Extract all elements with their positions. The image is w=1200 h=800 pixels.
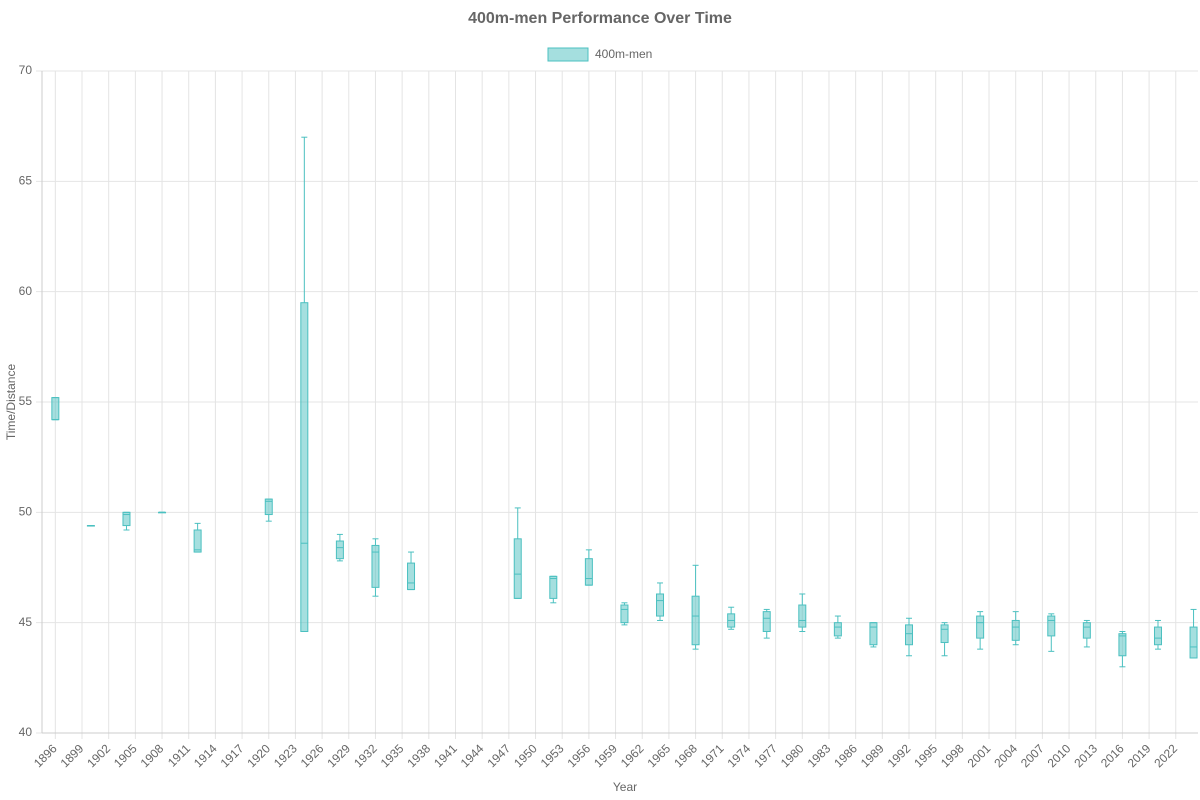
x-tick-label: 1923 <box>271 741 300 770</box>
box <box>549 575 558 599</box>
y-axis-title: Time/Distance <box>4 364 18 441</box>
x-axis-title: Year <box>613 780 637 794</box>
x-tick-label: 1926 <box>298 741 327 770</box>
x-tick-label: 1938 <box>404 741 433 770</box>
x-tick-label: 1956 <box>564 741 593 770</box>
box <box>1082 622 1091 639</box>
chart-title: 400m-men Performance Over Time <box>468 10 732 27</box>
x-tick-label: 1896 <box>31 741 60 770</box>
x-tick-label: 1974 <box>725 741 754 770</box>
x-tick-label: 1905 <box>111 741 140 770</box>
y-tick-label: 55 <box>19 394 33 408</box>
box <box>691 595 700 646</box>
box <box>513 538 522 599</box>
x-tick-label: 1950 <box>511 741 540 770</box>
legend-label: 400m-men <box>595 47 652 61</box>
box <box>905 624 913 646</box>
box <box>300 302 309 632</box>
x-tick-label: 2010 <box>1045 741 1074 770</box>
box <box>620 604 629 624</box>
x-tick-label: 1986 <box>831 741 860 770</box>
x-tick-label: 1983 <box>805 741 834 770</box>
x-tick-label: 1968 <box>671 741 700 770</box>
box <box>371 544 380 588</box>
x-tick-label: 1899 <box>58 741 87 770</box>
box <box>940 624 949 644</box>
x-tick-label: 2016 <box>1098 741 1127 770</box>
x-tick-label: 2004 <box>991 741 1020 770</box>
x-tick-label: 1929 <box>324 741 353 770</box>
x-tick-label: 2007 <box>1018 741 1047 770</box>
x-tick-label: 1992 <box>885 741 914 770</box>
x-tick-label: 1959 <box>591 741 620 770</box>
x-tick-label: 2022 <box>1151 741 1180 770</box>
x-tick-label: 1965 <box>644 741 673 770</box>
box <box>833 622 842 637</box>
x-tick-label: 1935 <box>378 741 407 770</box>
x-tick-label: 1941 <box>431 741 460 770</box>
legend-swatch <box>547 47 589 62</box>
x-tick-label: 1989 <box>858 741 887 770</box>
y-tick-label: 70 <box>19 63 33 77</box>
x-tick-label: 1920 <box>244 741 273 770</box>
box <box>193 529 202 553</box>
y-tick-label: 45 <box>19 615 33 629</box>
y-tick-label: 60 <box>19 284 33 298</box>
x-tick-label: 1980 <box>778 741 807 770</box>
x-tick-label: 1977 <box>751 741 780 770</box>
y-tick-label: 65 <box>19 174 33 188</box>
box <box>1153 626 1162 646</box>
box <box>656 593 665 617</box>
box <box>51 397 60 421</box>
x-tick-label: 1917 <box>218 741 247 770</box>
x-tick-label: 1971 <box>698 741 727 770</box>
x-tick-label: 1914 <box>191 741 220 770</box>
y-tick-label: 40 <box>19 725 33 739</box>
x-tick-label: 2001 <box>965 741 994 770</box>
x-tick-label: 1995 <box>911 741 940 770</box>
x-tick-label: 2019 <box>1125 741 1154 770</box>
box <box>407 562 416 591</box>
box <box>1011 619 1020 641</box>
box <box>1118 633 1127 657</box>
box <box>1047 615 1056 637</box>
box <box>584 558 593 586</box>
x-tick-label: 2013 <box>1071 741 1100 770</box>
box <box>762 611 771 632</box>
x-tick-label: 1932 <box>351 741 380 770</box>
x-tick-label: 1953 <box>538 741 567 770</box>
x-tick-label: 1902 <box>84 741 113 770</box>
box <box>869 622 878 646</box>
box <box>264 498 273 516</box>
x-tick-label: 1998 <box>938 741 967 770</box>
x-tick-label: 1962 <box>618 741 647 770</box>
x-tick-label: 1944 <box>458 741 487 770</box>
box <box>976 615 985 639</box>
box <box>1189 626 1198 659</box>
box <box>335 540 344 560</box>
y-tick-label: 50 <box>19 505 33 519</box>
x-tick-label: 1911 <box>165 741 193 769</box>
x-tick-label: 1908 <box>138 741 167 770</box>
box <box>122 511 131 527</box>
x-tick-label: 1947 <box>484 741 513 770</box>
box <box>798 604 807 628</box>
